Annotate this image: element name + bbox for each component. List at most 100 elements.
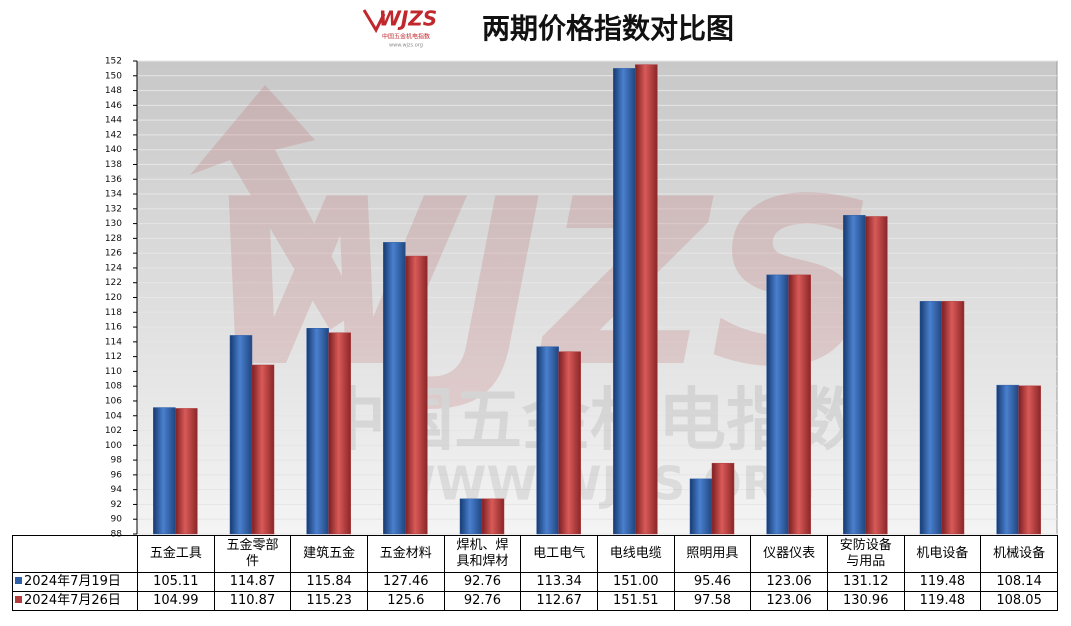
y-tick-label: 90	[111, 515, 123, 525]
logo-brand: WJZS	[379, 7, 437, 31]
y-tick-label: 104	[105, 411, 122, 421]
value-label: 123.06	[750, 572, 828, 592]
y-tick-label: 140	[105, 145, 122, 155]
logo-subtitle: 中国五金机电指数	[382, 33, 430, 41]
corner-cell	[12, 535, 138, 573]
bar	[613, 68, 636, 535]
y-tick-label: 94	[111, 485, 123, 495]
value-label: 127.46	[366, 572, 445, 592]
x-tick-label: 焊机、焊具和焊材	[443, 535, 522, 573]
y-tick-label: 146	[105, 101, 122, 111]
y-tick-label: 114	[105, 337, 122, 347]
x-tick-label: 电工电气	[520, 535, 598, 573]
legend-label: 2024年7月19日	[24, 574, 121, 589]
chart-title: 两期价格指数对比图	[482, 12, 734, 45]
value-label: 108.05	[980, 591, 1058, 611]
value-label: 113.34	[520, 572, 598, 592]
watermark-arrow	[190, 85, 360, 330]
bar	[843, 215, 866, 535]
value-label: 104.99	[137, 591, 215, 611]
value-label: 110.87	[213, 591, 292, 611]
value-label: 151.51	[596, 591, 675, 611]
legend-swatch	[15, 596, 22, 603]
logo-url: www.wjzs.org	[389, 43, 423, 49]
value-label: 92.76	[443, 572, 522, 592]
y-tick-label: 134	[105, 190, 122, 200]
bar	[865, 216, 888, 535]
logo-arrow	[362, 9, 386, 34]
x-tick-label: 五金零部件	[213, 535, 292, 573]
y-tick-label: 124	[105, 263, 122, 273]
x-tick-label: 五金材料	[366, 535, 445, 573]
value-label: 115.84	[290, 572, 368, 592]
y-tick-label: 120	[105, 293, 122, 303]
bar	[689, 478, 713, 535]
bar	[711, 462, 735, 535]
value-label: 105.11	[137, 572, 215, 592]
y-tick-label: 108	[105, 382, 122, 392]
data-table: 五金工具 五金零部件 建筑五金 五金材料 焊机、焊具和焊材 电工电气 电线电缆 照明用具 仪器仪…	[12, 535, 1058, 611]
bar	[229, 335, 253, 535]
y-tick-label: 106	[105, 396, 122, 406]
y-tick-label: 88	[111, 530, 123, 540]
value-label: 130.96	[826, 591, 905, 611]
x-tick-label: 仪器仪表	[750, 535, 828, 573]
x-tick-label: 安防设备与用品	[826, 535, 905, 573]
legend-swatch	[15, 577, 22, 584]
y-tick-label: 126	[105, 249, 122, 259]
bar	[383, 242, 406, 535]
legend-entry: 2024年7月26日	[12, 591, 138, 611]
bar	[481, 498, 505, 535]
x-tick-label: 电线电缆	[596, 535, 675, 573]
value-label: 92.76	[443, 591, 522, 611]
bar	[536, 346, 559, 535]
bar	[941, 301, 965, 535]
series-row: 2024年7月19日 105.11 114.87 115.84 127.46 92.76 1…	[12, 572, 1058, 592]
legend-label: 2024年7月26日	[24, 593, 121, 608]
value-label: 123.06	[750, 591, 828, 611]
y-tick-label: 118	[105, 308, 122, 318]
y-tick-label: 144	[105, 116, 122, 126]
bar	[558, 351, 581, 535]
bar	[459, 498, 483, 535]
y-tick-label: 148	[105, 86, 122, 96]
value-label: 115.23	[290, 591, 368, 611]
y-tick-label: 110	[105, 367, 122, 377]
y-tick-label: 98	[111, 456, 123, 466]
value-label: 112.67	[520, 591, 598, 611]
y-tick-label: 128	[105, 234, 122, 244]
value-label: 95.46	[673, 572, 752, 592]
bar	[1018, 385, 1041, 535]
y-tick-label: 96	[111, 470, 123, 480]
value-label: 125.6	[366, 591, 445, 611]
y-tick-label: 150	[105, 71, 122, 81]
value-label: 108.14	[980, 572, 1058, 592]
y-tick-label: 116	[105, 323, 122, 333]
value-label: 114.87	[213, 572, 292, 592]
y-tick-label: 122	[105, 278, 122, 288]
series-row: 2024年7月26日 104.99 110.87 115.23 125.6 92.76 11…	[12, 591, 1058, 611]
bar	[251, 364, 275, 535]
value-label: 119.48	[903, 572, 982, 592]
y-tick-label: 138	[105, 160, 122, 170]
y-tick-label: 130	[105, 219, 122, 229]
bar	[405, 255, 428, 535]
bar	[306, 327, 329, 535]
y-tick-label: 152	[105, 57, 122, 67]
y-tick-label: 102	[105, 426, 122, 436]
value-label: 151.00	[596, 572, 675, 592]
bar	[919, 301, 943, 535]
y-tick-label: 100	[105, 441, 122, 451]
bar	[153, 407, 176, 535]
value-label: 119.48	[903, 591, 982, 611]
legend-entry: 2024年7月19日	[12, 572, 138, 592]
x-tick-label: 五金工具	[137, 535, 215, 573]
y-tick-label: 92	[111, 500, 122, 510]
bar	[635, 64, 658, 535]
y-tick-label: 142	[105, 130, 122, 140]
value-label: 131.12	[826, 572, 905, 592]
x-tick-label: 机电设备	[903, 535, 982, 573]
watermark-url: WWW.WJZS.ORG	[385, 457, 815, 511]
bar	[175, 408, 198, 535]
